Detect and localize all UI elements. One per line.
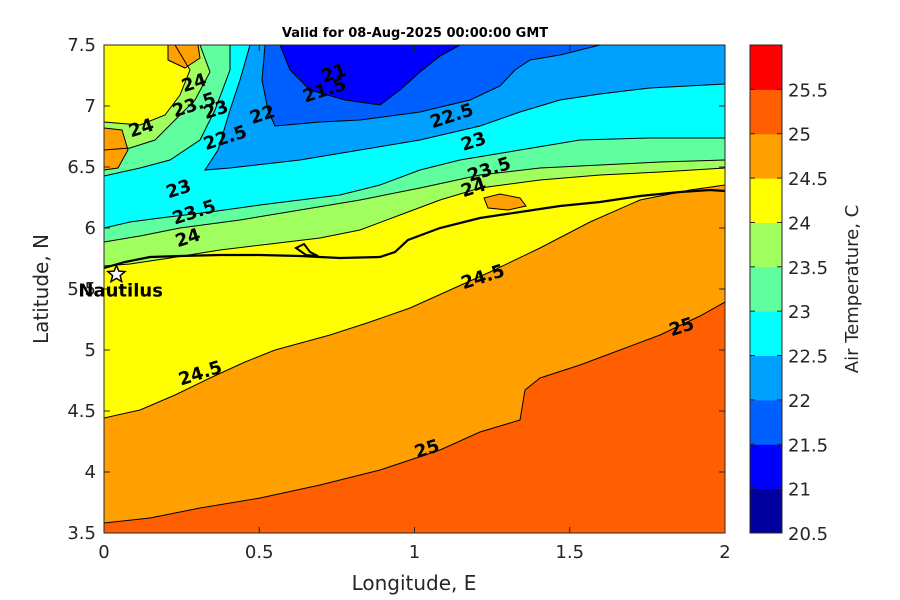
coastline (104, 188, 725, 270)
y-tick-label: 6.5 (67, 157, 96, 178)
contour-line-24-5 (104, 301, 725, 524)
contour-lines (104, 45, 725, 524)
chart-title: Valid for 08-Aug-2025 00:00:00 GMT (282, 26, 548, 41)
station-star-icon (106, 263, 127, 284)
colorbar-swatch (750, 133, 782, 179)
contour-line-24 (104, 184, 725, 419)
coastline-islet (294, 242, 319, 257)
y-tick-label: 5.5 (67, 279, 96, 300)
contour-fill (104, 45, 725, 533)
x-tick-label: 0 (98, 542, 109, 563)
contour-line-21-5 (261, 45, 601, 127)
contour-line-patch-mid (483, 193, 527, 211)
colorbar-tick-label: 22 (788, 391, 811, 412)
colorbar-swatch (750, 355, 782, 401)
band-25 (104, 302, 725, 533)
y-tick-label: 4 (85, 462, 96, 483)
y-tick-label: 3.5 (67, 523, 96, 544)
y-tick-label: 5 (85, 340, 96, 361)
y-tick-label: 7.5 (67, 35, 96, 56)
colorbar-swatch (750, 222, 782, 268)
x-tick-label: 2 (719, 542, 730, 563)
colorbar-tick-label: 24 (788, 213, 811, 234)
colorbar-tick-label: 22.5 (788, 347, 828, 368)
colorbar-label: Air Temperature, C (842, 205, 863, 373)
y-tick-label: 4.5 (67, 401, 96, 422)
contour-line-patch-top (167, 45, 201, 69)
axis-ticks: 0 0.5 1 1.5 2 3.5 4 4.5 5 5.5 6 6.5 7 7.5 (67, 35, 730, 563)
colorbar-tick-label: 24.5 (788, 169, 828, 190)
patch-24-5-mid (484, 194, 526, 210)
contour-line-22 (204, 45, 725, 171)
y-tick-label: 6 (85, 218, 96, 239)
colorbar-swatch (750, 399, 782, 445)
contour-line-23 (104, 45, 725, 243)
colorbar-tick-label: 21.5 (788, 435, 828, 456)
colorbar-tick-label: 25 (788, 125, 811, 146)
x-axis-label: Longitude, E (352, 571, 477, 595)
colorbar-swatch (750, 488, 782, 534)
colorbar-frame (749, 44, 783, 534)
colorbar: 20.5 21 21.5 22 22.5 23 23.5 24 24.5 25 25.5 (749, 44, 828, 545)
colorbar-tick-label: 21 (788, 480, 811, 501)
x-tick-label: 0.5 (245, 542, 274, 563)
y-axis-label: Latitude, N (29, 234, 53, 344)
colorbar-swatch (750, 444, 782, 490)
x-tick-label: 1 (409, 542, 420, 563)
station-marker: Nautilus (78, 263, 163, 301)
colorbar-tick-label: 23.5 (788, 258, 828, 279)
colorbar-swatch (750, 266, 782, 312)
colorbar-tick-label: 23 (788, 302, 811, 323)
contour-line-21 (279, 45, 461, 106)
station-label: Nautilus (78, 280, 163, 301)
patch-24-5-top (168, 45, 200, 68)
contour-line-patch-left (104, 127, 129, 171)
colorbar-swatch (750, 45, 782, 90)
contour-line-22-5 (104, 45, 725, 229)
colorbar-tick-label: 20.5 (788, 524, 828, 545)
colorbar-swatch (750, 89, 782, 135)
colorbar-tick-label: 25.5 (788, 80, 828, 101)
y-tick-label: 7 (85, 96, 96, 117)
x-tick-label: 1.5 (555, 542, 584, 563)
colorbar-swatch (750, 311, 782, 357)
colorbar-swatch (750, 178, 782, 223)
